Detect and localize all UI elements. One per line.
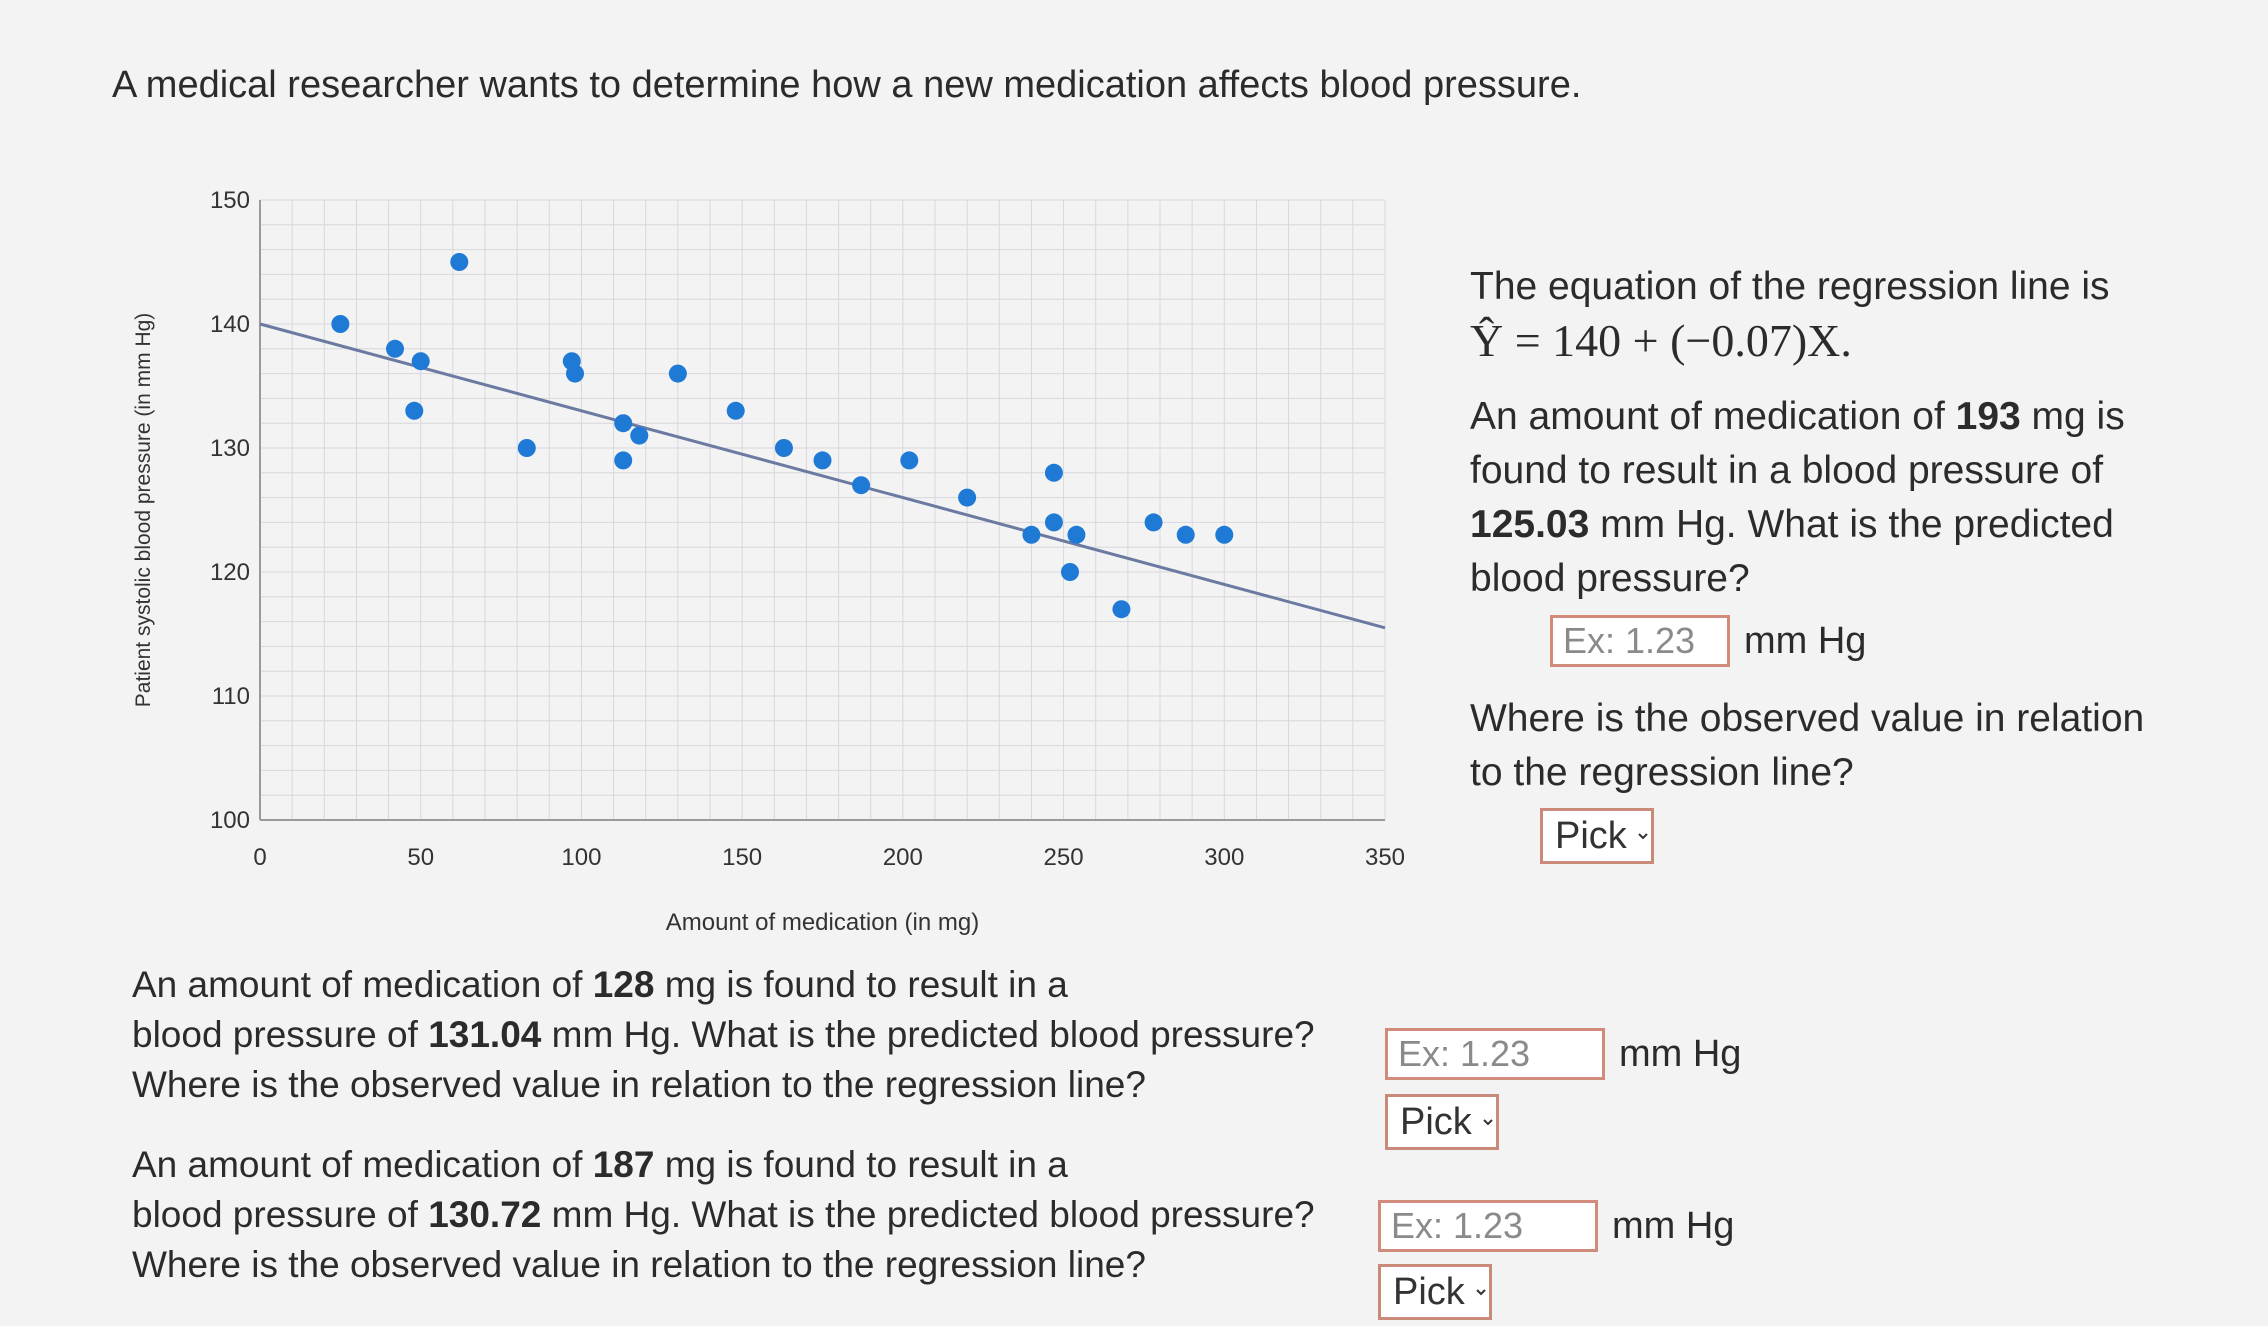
data-point bbox=[614, 414, 633, 433]
q3-bp: 130.72 bbox=[428, 1194, 542, 1235]
q2-predicted-input[interactable] bbox=[1385, 1028, 1605, 1080]
q3-part3: blood pressure of bbox=[132, 1194, 429, 1235]
q1-part3: mm Hg. What is the predicted blood press… bbox=[1470, 503, 2114, 600]
q1-position-select[interactable]: Pick bbox=[1540, 808, 1654, 864]
data-points bbox=[331, 253, 1234, 619]
data-point bbox=[958, 488, 977, 507]
data-point bbox=[1215, 525, 1234, 544]
x-tick-label: 300 bbox=[1204, 844, 1244, 871]
data-point bbox=[1144, 513, 1163, 532]
q1-answer-row: mm Hg bbox=[1550, 614, 2150, 668]
data-point bbox=[405, 401, 424, 420]
q1-predicted-input[interactable] bbox=[1550, 615, 1730, 667]
x-tick-label: 200 bbox=[883, 844, 923, 871]
question-2: An amount of medication of 128 mg is fou… bbox=[132, 960, 1372, 1110]
q2-unit: mm Hg bbox=[1619, 1032, 1742, 1075]
y-tick-label: 120 bbox=[210, 559, 250, 586]
q2-mg: 128 bbox=[592, 964, 655, 1005]
q3-unit: mm Hg bbox=[1612, 1204, 1735, 1247]
question-3: An amount of medication of 187 mg is fou… bbox=[132, 1140, 1372, 1290]
question-1-text: An amount of medication of 193 mg is fou… bbox=[1470, 390, 2150, 606]
q3-part1: An amount of medication of bbox=[132, 1144, 593, 1185]
data-point bbox=[1067, 525, 1086, 544]
data-point bbox=[1044, 513, 1063, 532]
q1-unit: mm Hg bbox=[1744, 620, 1867, 662]
q1-where-text: Where is the observed value in relation … bbox=[1470, 697, 2145, 794]
q2-part1: An amount of medication of bbox=[132, 964, 593, 1005]
data-point bbox=[517, 439, 536, 457]
q3-mg: 187 bbox=[592, 1144, 655, 1185]
x-tick-labels: 0 50 100 150 200 250 300 350 bbox=[253, 844, 1405, 871]
data-point bbox=[411, 352, 430, 371]
q2-where-text: Where is the observed value in relation … bbox=[132, 1064, 1146, 1105]
q2-pick-row: Pick bbox=[1385, 1094, 1741, 1150]
q3-part4: mm Hg. What is the predicted blood press… bbox=[541, 1194, 1315, 1235]
x-tick-label: 50 bbox=[407, 844, 434, 871]
q2-part2: mg is found to result in a bbox=[654, 964, 1068, 1005]
data-point bbox=[852, 476, 871, 495]
data-point bbox=[1044, 463, 1063, 482]
regression-line bbox=[259, 322, 1386, 630]
regression-panel: The equation of the regression line is Ŷ… bbox=[1470, 260, 2150, 864]
x-tick-label: 250 bbox=[1044, 844, 1084, 871]
data-point bbox=[450, 253, 469, 271]
data-point bbox=[813, 451, 832, 470]
q2-controls: mm Hg Pick bbox=[1385, 1028, 1741, 1150]
data-point bbox=[614, 451, 633, 470]
y-tick-label: 140 bbox=[210, 311, 250, 338]
y-axis-label: Patient systolic blood pressure (in mm H… bbox=[132, 313, 155, 707]
q1-bp: 125.03 bbox=[1470, 503, 1590, 546]
data-point bbox=[900, 451, 919, 470]
y-tick-label: 130 bbox=[210, 435, 250, 462]
q2-part3: blood pressure of bbox=[132, 1014, 429, 1055]
chart-svg: 0 50 100 150 200 250 300 350 100 110 120 130 140 150… bbox=[132, 187, 1405, 936]
data-point bbox=[726, 401, 745, 420]
q3-pick-row: Pick bbox=[1378, 1264, 1734, 1320]
q3-predicted-input[interactable] bbox=[1378, 1200, 1598, 1252]
regression-intro: The equation of the regression line is bbox=[1470, 265, 2110, 308]
q3-position-select[interactable]: Pick bbox=[1378, 1264, 1492, 1320]
x-axis-label: Amount of medication (in mg) bbox=[666, 909, 979, 936]
x-tick-label: 100 bbox=[561, 844, 601, 871]
data-point bbox=[331, 315, 350, 333]
q1-part2: mg is found to result in a blood pressur… bbox=[1470, 395, 2125, 492]
data-point bbox=[1112, 600, 1131, 619]
q3-part2: mg is found to result in a bbox=[654, 1144, 1068, 1185]
q2-part4: mm Hg. What is the predicted blood press… bbox=[541, 1014, 1315, 1055]
chart-grid bbox=[259, 199, 1386, 821]
x-tick-label: 150 bbox=[722, 844, 762, 871]
data-point bbox=[1176, 525, 1195, 544]
y-tick-label: 100 bbox=[210, 807, 250, 834]
q1-part1: An amount of medication of bbox=[1470, 395, 1956, 438]
q3-where-text: Where is the observed value in relation … bbox=[132, 1244, 1146, 1285]
data-point bbox=[668, 364, 687, 383]
scatter-chart: 0 50 100 150 200 250 300 350 100 110 120 130 140 150… bbox=[120, 170, 1420, 970]
data-point bbox=[566, 364, 584, 383]
q2-position-select[interactable]: Pick bbox=[1385, 1094, 1499, 1150]
q2-line1: An amount of medication of 128 mg is fou… bbox=[132, 960, 1372, 1010]
intro-text: A medical researcher wants to determine … bbox=[112, 64, 1582, 106]
data-point bbox=[386, 339, 404, 358]
q1-pick-row: Pick bbox=[1540, 808, 2150, 864]
y-tick-label: 110 bbox=[212, 683, 250, 710]
q2-answer-row: mm Hg bbox=[1385, 1028, 1741, 1080]
x-tick-label: 0 bbox=[253, 844, 266, 871]
q3-line1: An amount of medication of 187 mg is fou… bbox=[132, 1140, 1372, 1190]
q3-answer-row: mm Hg bbox=[1378, 1200, 1734, 1252]
y-tick-labels: 100 110 120 130 140 150 bbox=[210, 187, 250, 834]
q1-mg: 193 bbox=[1955, 395, 2021, 438]
data-point bbox=[1061, 563, 1079, 581]
y-tick-label: 150 bbox=[210, 187, 250, 214]
data-point bbox=[630, 426, 649, 445]
x-tick-label: 350 bbox=[1365, 844, 1405, 871]
data-point bbox=[774, 439, 793, 457]
q2-line2: blood pressure of 131.04 mm Hg. What is … bbox=[132, 1010, 1372, 1060]
q2-bp: 131.04 bbox=[428, 1014, 542, 1055]
regression-equation: Ŷ = 140 + (−0.07)X. bbox=[1470, 315, 1852, 366]
q3-line2: blood pressure of 130.72 mm Hg. What is … bbox=[132, 1190, 1372, 1240]
data-point bbox=[1022, 525, 1041, 544]
q3-controls: mm Hg Pick bbox=[1378, 1200, 1734, 1320]
